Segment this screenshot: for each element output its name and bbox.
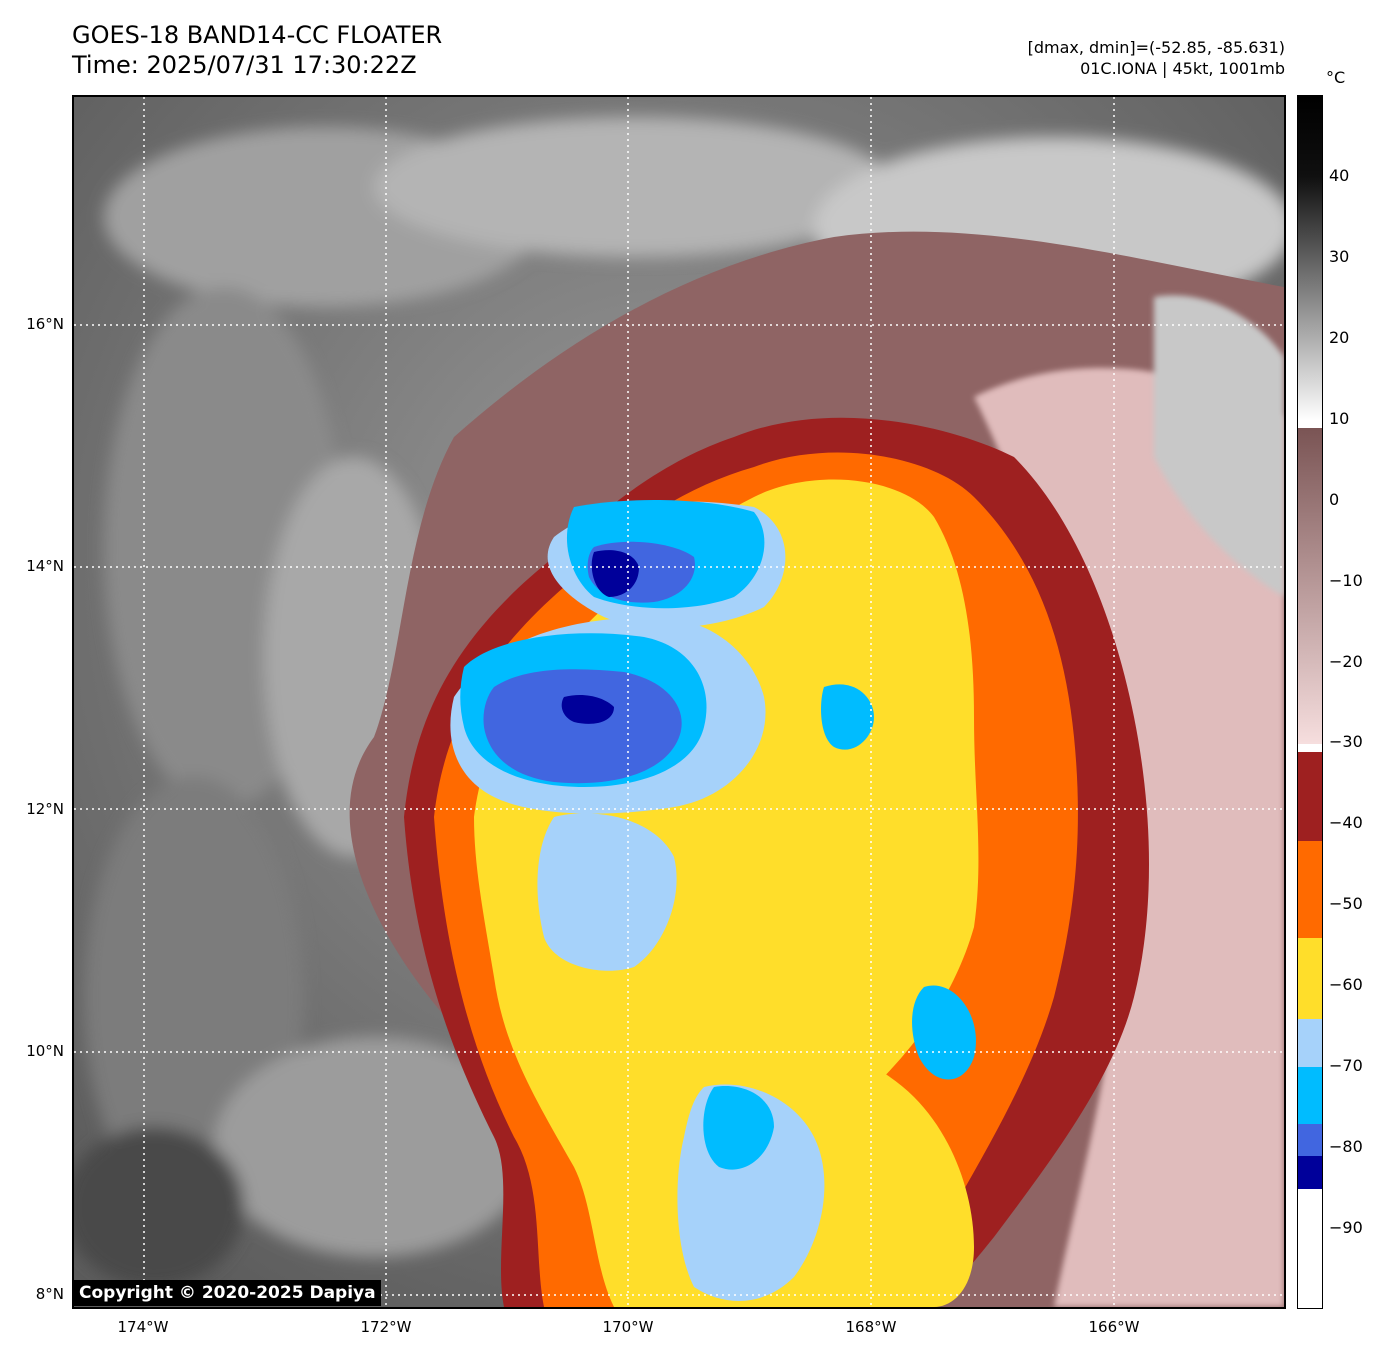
- lat-label-12n: 12°N: [26, 800, 64, 818]
- ir-imagery: [74, 97, 1284, 1307]
- temperature-range: [dmax, dmin]=(-52.85, -85.631): [1027, 38, 1285, 57]
- colorbar-tick-label: −80: [1329, 1137, 1363, 1157]
- colorbar-tick-label: 20: [1329, 327, 1350, 347]
- convective-core: [404, 417, 1149, 1307]
- colorbar-tick-label: −90: [1329, 1218, 1363, 1238]
- colorbar-tick-label: 30: [1329, 246, 1350, 266]
- colorbar-segment: [1298, 840, 1322, 939]
- colorbar-segment: [1298, 1067, 1322, 1125]
- lat-label-16n: 16°N: [26, 315, 64, 333]
- colorbar-segment: [1298, 176, 1322, 421]
- colorbar-tick-label: −20: [1329, 651, 1363, 671]
- lat-label-8n: 8°N: [35, 1285, 64, 1303]
- colorbar-tick-label: −10: [1329, 570, 1363, 590]
- lon-label-172w: 172°W: [360, 1318, 412, 1336]
- lon-label-170w: 170°W: [602, 1318, 654, 1336]
- colorbar-tick-label: −70: [1329, 1056, 1363, 1076]
- colorbar-segment: [1298, 427, 1322, 745]
- colorbar-segment: [1298, 937, 1322, 1020]
- copyright-notice: Copyright © 2020-2025 Dapiya: [74, 1280, 381, 1306]
- colorbar-segment: [1298, 96, 1322, 178]
- timestamp: Time: 2025/07/31 17:30:22Z: [72, 51, 417, 79]
- graticule: [74, 97, 1284, 1307]
- colorbar-segment: [1298, 1018, 1322, 1069]
- colorbar-segment: [1298, 1188, 1322, 1308]
- colorbar-segment: [1298, 751, 1322, 842]
- lat-label-10n: 10°N: [26, 1042, 64, 1060]
- colorbar-tick-label: 40: [1329, 165, 1350, 185]
- colorbar: [1297, 95, 1323, 1309]
- colorbar-tick-label: −50: [1329, 894, 1363, 914]
- colorbar-tick-label: −40: [1329, 813, 1363, 833]
- colorbar-segment: [1298, 1156, 1322, 1190]
- colorbar-tick-label: 10: [1329, 408, 1350, 428]
- satellite-map: [72, 95, 1286, 1309]
- colorbar-unit: °C: [1326, 68, 1346, 87]
- lon-label-168w: 168°W: [845, 1318, 897, 1336]
- map-title: GOES-18 BAND14-CC FLOATER: [72, 21, 443, 49]
- colorbar-tick-label: −60: [1329, 975, 1363, 995]
- storm-info: 01C.IONA | 45kt, 1001mb: [1080, 59, 1285, 78]
- lat-label-14n: 14°N: [26, 557, 64, 575]
- colorbar-tick-label: −30: [1329, 732, 1363, 752]
- colorbar-tick-label: 0: [1329, 489, 1340, 509]
- colorbar-segment: [1298, 1123, 1322, 1158]
- lon-label-174w: 174°W: [117, 1318, 169, 1336]
- lon-label-166w: 166°W: [1088, 1318, 1140, 1336]
